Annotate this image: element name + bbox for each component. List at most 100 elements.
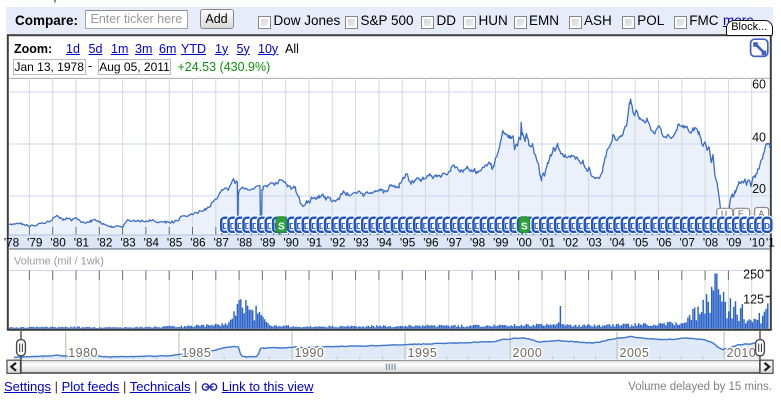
svg-text:'03: '03	[586, 235, 602, 249]
svg-text:F: F	[738, 208, 743, 218]
svg-text:'99: '99	[493, 235, 508, 249]
svg-text:250: 250	[743, 267, 764, 281]
svg-text:D: D	[675, 221, 681, 231]
svg-text:'04: '04	[610, 235, 626, 249]
svg-text:D: D	[326, 221, 332, 231]
svg-text:'95: '95	[400, 235, 416, 249]
svg-text:1985: 1985	[182, 346, 212, 360]
svg-text:D: D	[593, 221, 599, 231]
svg-text:D: D	[415, 221, 421, 231]
svg-text:'83: '83	[120, 235, 136, 249]
svg-text:D: D	[742, 221, 748, 231]
svg-text:D: D	[497, 221, 503, 231]
svg-text:D: D	[556, 221, 562, 231]
svg-text:D: D	[438, 221, 444, 231]
svg-text:D: D	[668, 221, 674, 231]
svg-text:D: D	[452, 221, 458, 231]
svg-text:D: D	[297, 221, 303, 231]
svg-text:'82: '82	[97, 235, 112, 249]
svg-text:D: D	[237, 221, 243, 231]
svg-text:1995: 1995	[408, 346, 438, 360]
svg-text:D: D	[475, 221, 481, 231]
svg-text:'84: '84	[144, 235, 160, 249]
svg-text:D: D	[408, 221, 414, 231]
svg-text:20: 20	[752, 182, 766, 196]
svg-text:D: D	[734, 221, 740, 231]
svg-text:A: A	[759, 208, 765, 218]
svg-text:D: D	[682, 221, 688, 231]
svg-text:D: D	[749, 221, 755, 231]
svg-text:D: D	[601, 221, 607, 231]
svg-text:D: D	[489, 221, 495, 231]
svg-text:D: D	[579, 221, 585, 231]
svg-text:D: D	[252, 221, 258, 231]
svg-text:D: D	[386, 221, 392, 231]
svg-text:D: D	[311, 221, 317, 231]
svg-text:'92: '92	[330, 235, 345, 249]
svg-text:D: D	[319, 221, 325, 231]
svg-text:D: D	[564, 221, 570, 231]
svg-text:D: D	[504, 221, 510, 231]
svg-text:2010: 2010	[727, 346, 757, 360]
svg-text:'1: '1	[766, 235, 775, 249]
svg-text:'94: '94	[377, 235, 393, 249]
svg-text:S: S	[521, 222, 528, 233]
svg-text:125: 125	[743, 293, 764, 307]
svg-text:D: D	[289, 221, 295, 231]
svg-text:D: D	[712, 221, 718, 231]
svg-text:D: D	[267, 221, 273, 231]
svg-text:D: D	[304, 221, 310, 231]
svg-text:1980: 1980	[68, 346, 98, 360]
svg-text:1990: 1990	[295, 346, 325, 360]
svg-text:D: D	[653, 221, 659, 231]
svg-text:D: D	[623, 221, 629, 231]
svg-text:D: D	[393, 221, 399, 231]
svg-text:'88: '88	[237, 235, 253, 249]
svg-text:'06: '06	[656, 235, 672, 249]
svg-text:'08: '08	[703, 235, 719, 249]
svg-text:'93: '93	[353, 235, 369, 249]
svg-text:D: D	[460, 221, 466, 231]
svg-text:D: D	[645, 221, 651, 231]
svg-text:D: D	[400, 221, 406, 231]
svg-text:D: D	[660, 221, 666, 231]
svg-text:'09: '09	[726, 235, 741, 249]
svg-text:'90: '90	[283, 235, 299, 249]
svg-text:'02: '02	[563, 235, 578, 249]
svg-text:2000: 2000	[513, 346, 543, 360]
svg-text:'85: '85	[167, 235, 183, 249]
svg-text:D: D	[764, 221, 770, 231]
svg-text:D: D	[549, 221, 555, 231]
svg-text:D: D	[534, 221, 540, 231]
svg-text:D: D	[757, 221, 763, 231]
svg-text:2005: 2005	[620, 346, 650, 360]
svg-text:S: S	[278, 222, 285, 233]
svg-text:D: D	[423, 221, 429, 231]
svg-text:'79: '79	[27, 235, 42, 249]
svg-text:'98: '98	[470, 235, 486, 249]
svg-text:'00: '00	[516, 235, 532, 249]
svg-text:D: D	[690, 221, 696, 231]
svg-text:D: D	[541, 221, 547, 231]
svg-text:D: D	[334, 221, 340, 231]
svg-text:D: D	[230, 221, 236, 231]
svg-text:D: D	[482, 221, 488, 231]
svg-text:'80: '80	[50, 235, 66, 249]
svg-text:'05: '05	[633, 235, 649, 249]
svg-text:D: D	[259, 221, 265, 231]
svg-text:D: D	[430, 221, 436, 231]
svg-text:'10: '10	[749, 235, 765, 249]
svg-text:D: D	[371, 221, 377, 231]
svg-text:D: D	[512, 221, 518, 231]
svg-text:D: D	[727, 221, 733, 231]
svg-text:D: D	[571, 221, 577, 231]
svg-text:'87: '87	[214, 235, 229, 249]
svg-text:Volume (mil / 1wk): Volume (mil / 1wk)	[14, 256, 104, 268]
svg-text:D: D	[638, 221, 644, 231]
svg-text:D: D	[608, 221, 614, 231]
svg-text:D: D	[697, 221, 703, 231]
svg-text:D: D	[356, 221, 362, 231]
svg-text:D: D	[363, 221, 369, 231]
svg-text:'97: '97	[447, 235, 462, 249]
svg-text:D: D	[467, 221, 473, 231]
